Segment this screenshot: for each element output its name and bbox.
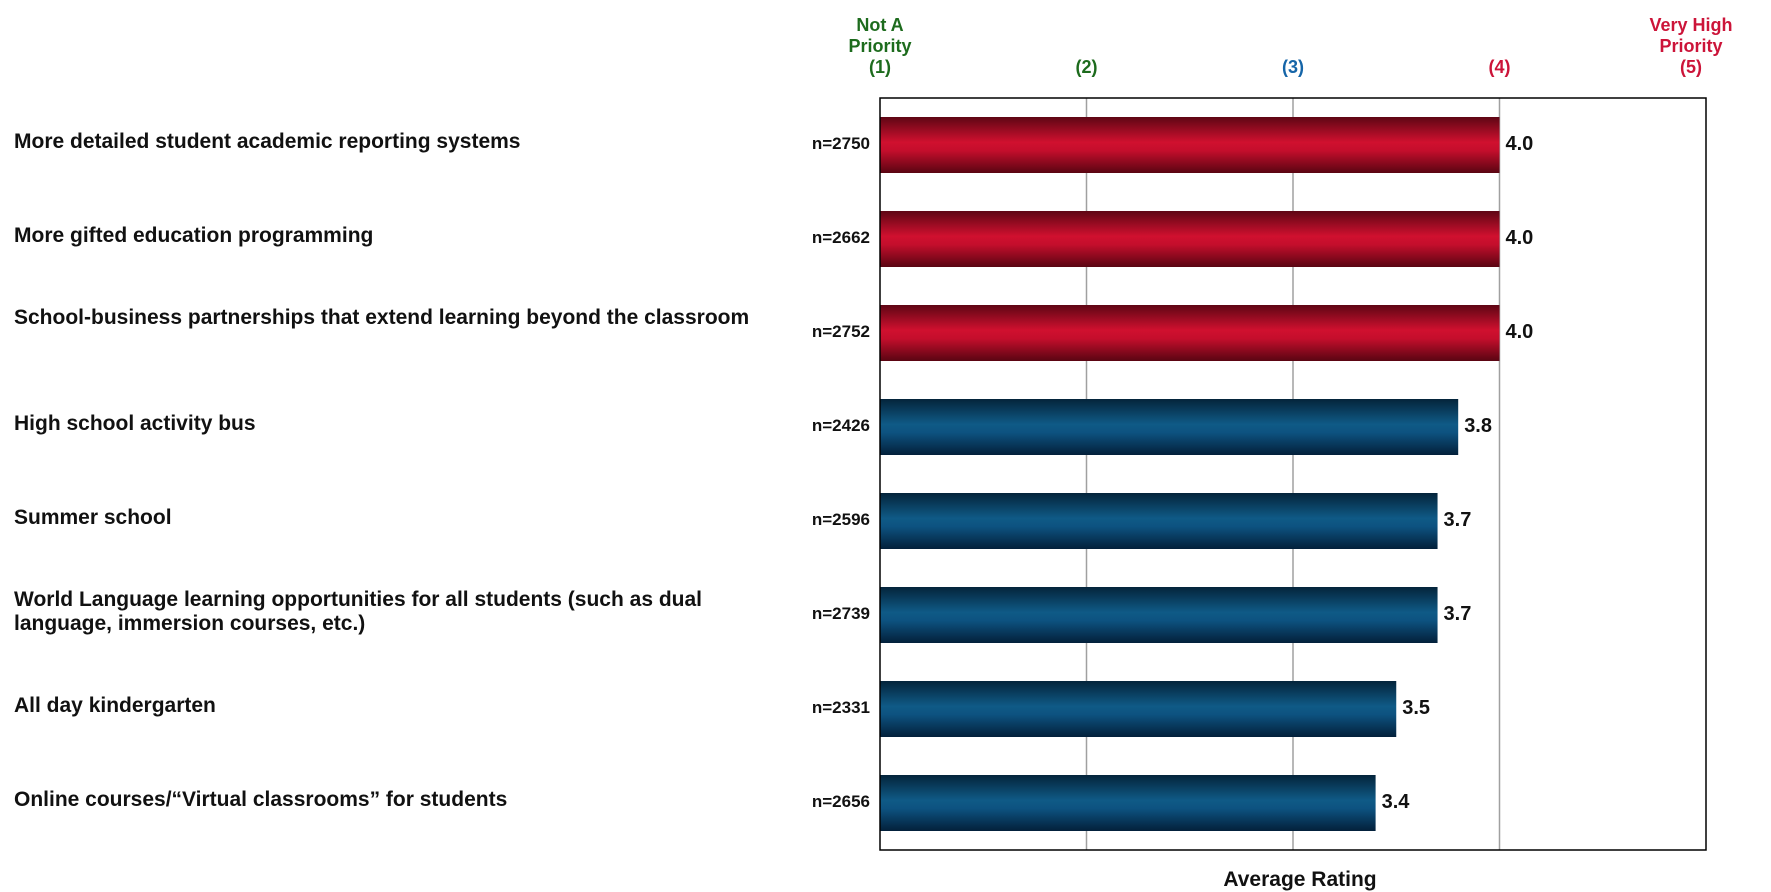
scale-label-line: (2) bbox=[1075, 57, 1098, 77]
category-label: More gifted education programming bbox=[14, 224, 374, 247]
sample-size-label: n=2331 bbox=[811, 698, 870, 717]
value-label: 3.7 bbox=[1443, 509, 1472, 531]
bar-3 bbox=[880, 305, 1500, 361]
scale-label-4: (4) bbox=[1420, 57, 1580, 78]
scale-label-line: (1) bbox=[869, 57, 891, 77]
sample-size-label: n=2426 bbox=[811, 416, 870, 435]
category-label: Online courses/“Virtual classrooms” for … bbox=[14, 788, 508, 811]
scale-label-1: Not A Priority (1) bbox=[800, 15, 960, 78]
bar-2 bbox=[880, 211, 1500, 267]
value-label: 3.8 bbox=[1464, 415, 1492, 437]
category-label: School-business partnerships that extend… bbox=[14, 306, 750, 329]
sample-size-label: n=2752 bbox=[811, 322, 870, 341]
scale-label-3: (3) bbox=[1213, 57, 1373, 78]
scale-label-line: Not A bbox=[856, 15, 904, 35]
scale-label-line: (5) bbox=[1680, 57, 1702, 77]
value-label: 3.7 bbox=[1443, 603, 1472, 625]
sample-size-label: n=2750 bbox=[811, 134, 870, 153]
scale-label-line: (3) bbox=[1282, 57, 1304, 77]
plot-frame bbox=[879, 97, 1707, 851]
bar-6 bbox=[880, 587, 1438, 643]
value-label: 3.5 bbox=[1402, 697, 1431, 719]
value-label: 4.0 bbox=[1505, 227, 1534, 249]
bar-8 bbox=[880, 775, 1376, 831]
value-label: 4.0 bbox=[1505, 321, 1534, 343]
bar-1 bbox=[880, 117, 1500, 173]
category-label: More detailed student academic reporting… bbox=[14, 130, 521, 153]
scale-label-line: (4) bbox=[1488, 57, 1511, 77]
scale-label-2: (2) bbox=[1007, 57, 1167, 78]
bar-7 bbox=[880, 681, 1397, 737]
sample-size-label: n=2596 bbox=[811, 510, 870, 529]
category-label: High school activity bus bbox=[14, 412, 256, 435]
sample-size-label: n=2662 bbox=[811, 228, 870, 247]
value-label: 4.0 bbox=[1505, 133, 1534, 155]
category-label: World Language learning opportunities fo… bbox=[14, 588, 703, 635]
category-label: All day kindergarten bbox=[14, 694, 216, 717]
x-axis-title: Average Rating bbox=[1223, 868, 1377, 891]
scale-label-5: Very High Priority (5) bbox=[1611, 15, 1771, 78]
category-label: Summer school bbox=[14, 506, 172, 529]
grid-lines bbox=[1085, 98, 1501, 850]
scale-label-line: Priority bbox=[848, 36, 912, 56]
scale-label-line: Priority bbox=[1659, 36, 1723, 56]
bar-4 bbox=[880, 399, 1459, 455]
value-label: 3.4 bbox=[1381, 791, 1410, 813]
sample-size-label: n=2656 bbox=[811, 792, 870, 811]
bars bbox=[880, 117, 1500, 831]
scale-label-line: Very High bbox=[1649, 15, 1733, 35]
bar-5 bbox=[880, 493, 1438, 549]
sample-size-label: n=2739 bbox=[811, 604, 870, 623]
